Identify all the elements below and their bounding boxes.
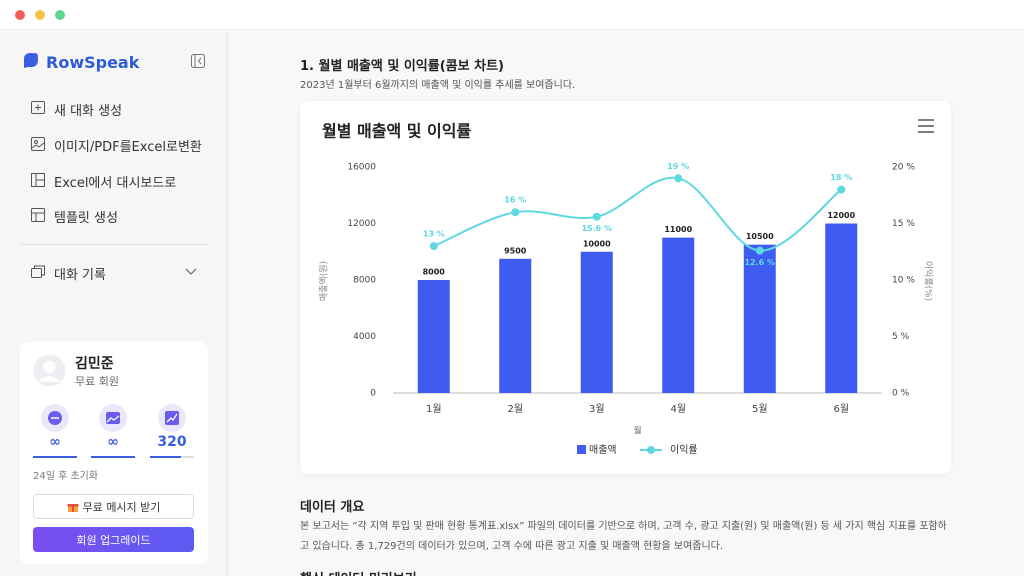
section-desc: 2023년 1월부터 6월까지의 매출액 및 이익률 추세를 보여줍니다. [300,80,576,91]
menu-item[interactable]: 템플릿 생성 [54,211,118,226]
logo [24,53,38,68]
template-icon [31,208,45,222]
line-label: 19 % [667,162,689,171]
y2-tick-label: 0 % [892,389,910,399]
bar [825,223,858,393]
bar [417,280,450,393]
line-point [429,242,438,251]
line-label: 18 % [830,173,852,182]
chart: 월별 매출액 및 이익률 0 4000 8000 12000 16000 0 % 5 % 10… [318,119,935,456]
line-point [837,185,846,194]
history-item[interactable]: 대화 기록 [54,268,106,283]
y2-tick-label: 10 % [892,276,915,286]
menu-item[interactable]: 이미지/PDF를Excel로변환 [54,140,202,155]
stat-value: ∞ [107,434,119,450]
chart-title: 월별 매출액 및 이익률 [322,122,471,141]
stat-underline [150,456,194,458]
y-axis-label: 매출액(원) [318,261,330,301]
menu-item[interactable]: 새 대화 생성 [54,104,123,119]
x-tick-label: 4월 [670,403,686,415]
chat-stat-icon [41,404,69,432]
line [433,176,842,252]
bar-label: 8000 [423,268,446,277]
stat-underline [33,456,77,458]
bar-label: 10500 [746,232,774,241]
button-label: 회원 업그레이드 [76,533,151,547]
legend-label: 매출액 [589,444,617,456]
y2-axis-label: 이익률(%) [923,261,935,301]
upgrade-button[interactable]: 회원 업그레이드 [33,527,194,552]
x-tick-label: 3월 [589,403,605,415]
stat-value: 320 [157,434,187,450]
x-tick-label: 5월 [752,403,768,415]
line-point [674,174,683,183]
stat-value: ∞ [49,434,61,450]
legend-swatch [647,446,655,454]
bar [499,258,532,393]
y2-tick-label: 20 % [892,163,915,173]
line-label: 13 % [423,230,445,239]
y2-tick-label: 5 % [892,332,910,342]
y-tick-label: 16000 [347,163,376,173]
history-icon [31,265,45,278]
line-label: 16 % [504,196,526,205]
chart-stat-icon [158,404,186,432]
sidebar: RowSpeak 새 대화 생성 이미지/PDF를Excel로변환 Excel에… [0,31,228,576]
title-bar [0,0,1024,30]
user-plan: 무료 회원 [75,375,119,388]
maximize-dot[interactable] [55,10,65,20]
brand: RowSpeak [46,53,140,72]
close-dot[interactable] [15,10,25,20]
line-label: 12.6 % [744,258,775,267]
divider [20,244,208,245]
legend-swatch [577,445,586,454]
reset-note: 24일 후 초기화 [33,471,99,482]
button-label: 무료 메시지 받기 [82,500,161,514]
legend-label: 이익률 [670,444,698,456]
menu-icon[interactable] [918,119,934,133]
x-tick-label: 2월 [507,403,523,415]
image-stat-icon [99,404,127,432]
chevron[interactable] [185,267,197,277]
line-point [592,212,601,221]
overview-text: 본 보고서는 “각 지역 투입 및 판매 현황 통계표.xlsx” 파일의 데이… [300,521,947,552]
y-tick-label: 8000 [353,276,376,286]
bar [662,237,695,393]
chart-card: 월별 매출액 및 이익률 0 4000 8000 12000 16000 0 % 5 % 10… [300,101,951,474]
dashboard-icon [31,173,45,187]
user-card: 김민준 무료 회원 ∞ ∞ 320 24일 후 초기화 무료 메시지 받기 회원… [20,342,208,564]
bar-label: 12000 [827,211,855,220]
bar-label: 10000 [583,239,611,248]
user-name: 김민준 [75,356,114,372]
line-point [755,246,764,255]
y-tick-label: 12000 [347,219,376,229]
next-title: 핵심 데이터 미리보기 [300,568,417,576]
line-point [511,208,520,217]
collapse-icon[interactable] [190,53,206,69]
bar [743,244,776,393]
x-tick-label: 6월 [833,403,849,415]
avatar [33,354,66,387]
gift-icon [67,503,79,512]
new-chat-icon [31,101,45,114]
bar-label: 9500 [504,246,527,255]
overview-title: 데이터 개요 [300,500,365,515]
y-tick-label: 4000 [353,332,376,342]
section-title: 1. 월별 매출액 및 이익률(콤보 차트) [300,59,504,74]
x-axis-label: 월 [633,425,641,437]
y2-tick-label: 15 % [892,219,915,229]
minimize-dot[interactable] [35,10,45,20]
stat-underline [91,456,135,458]
menu-item[interactable]: Excel에서 대시보드로 [54,176,177,191]
y-tick-label: 0 [370,389,376,399]
image-icon [31,137,45,151]
free-message-button[interactable]: 무료 메시지 받기 [33,494,194,519]
line-label: 15.6 % [581,224,612,233]
x-tick-label: 1월 [426,403,442,415]
bar-label: 11000 [664,225,692,234]
bar [580,251,613,393]
